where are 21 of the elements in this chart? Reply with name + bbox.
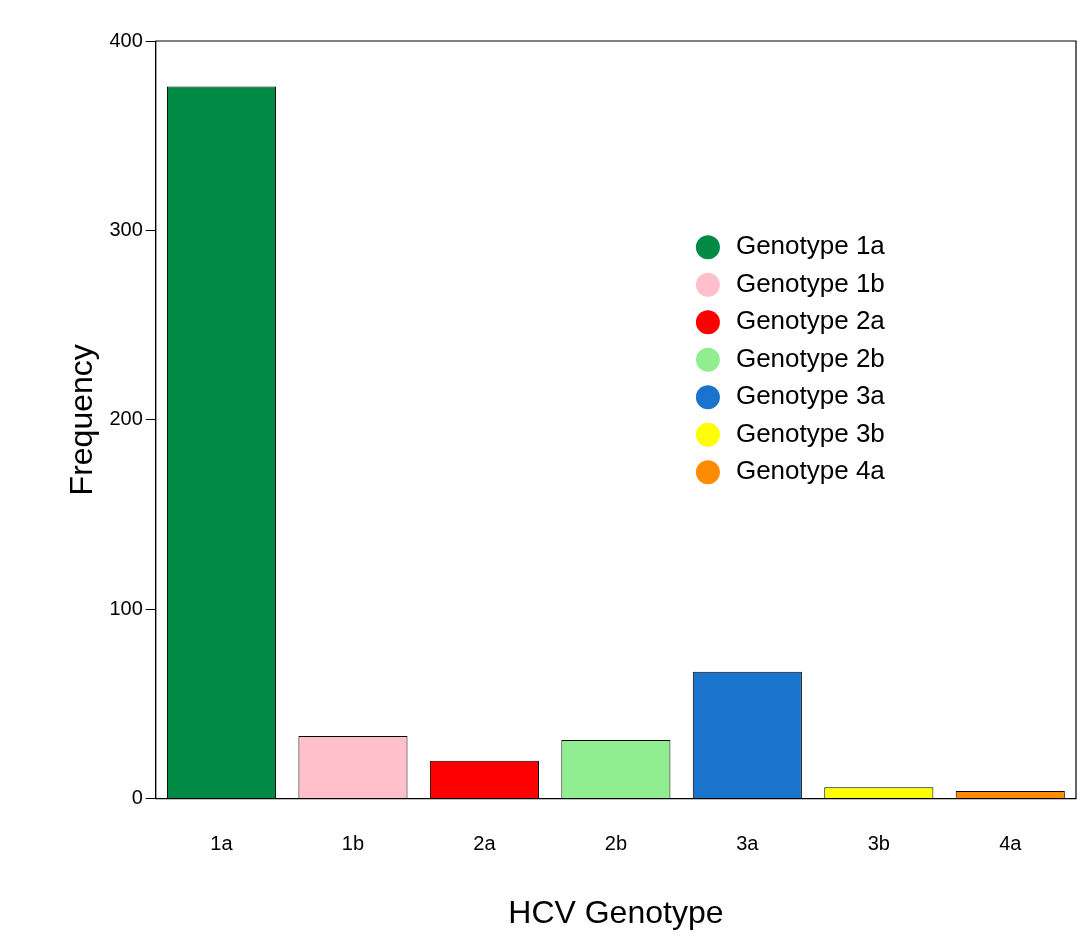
x-tick-label: 2b xyxy=(604,832,628,855)
legend-label: Genotype 2b xyxy=(735,342,885,373)
y-tick-label: 100 xyxy=(109,596,143,619)
x-tick-label: 2a xyxy=(473,832,497,855)
x-tick-label: 3a xyxy=(736,832,760,855)
x-tick-label: 3b xyxy=(867,832,890,855)
y-tick-label: 0 xyxy=(131,786,143,809)
legend-label: Genotype 1b xyxy=(735,267,885,298)
legend-label: Genotype 3a xyxy=(735,380,886,411)
legend-label: Genotype 3b xyxy=(735,417,885,448)
legend-label: Genotype 1a xyxy=(735,230,886,261)
x-tick-label: 4a xyxy=(999,832,1023,855)
legend-label: Genotype 2a xyxy=(735,305,886,336)
y-tick-label: 200 xyxy=(109,407,143,430)
y-tick-label: 400 xyxy=(109,28,143,51)
x-tick-label: 1a xyxy=(210,832,234,855)
x-axis-title: HCV Genotype xyxy=(508,893,724,930)
x-tick-label: 1b xyxy=(341,832,365,855)
legend-label: Genotype 4a xyxy=(735,455,886,486)
y-tick-label: 300 xyxy=(109,217,143,240)
y-axis-title: Frequency xyxy=(63,344,100,496)
